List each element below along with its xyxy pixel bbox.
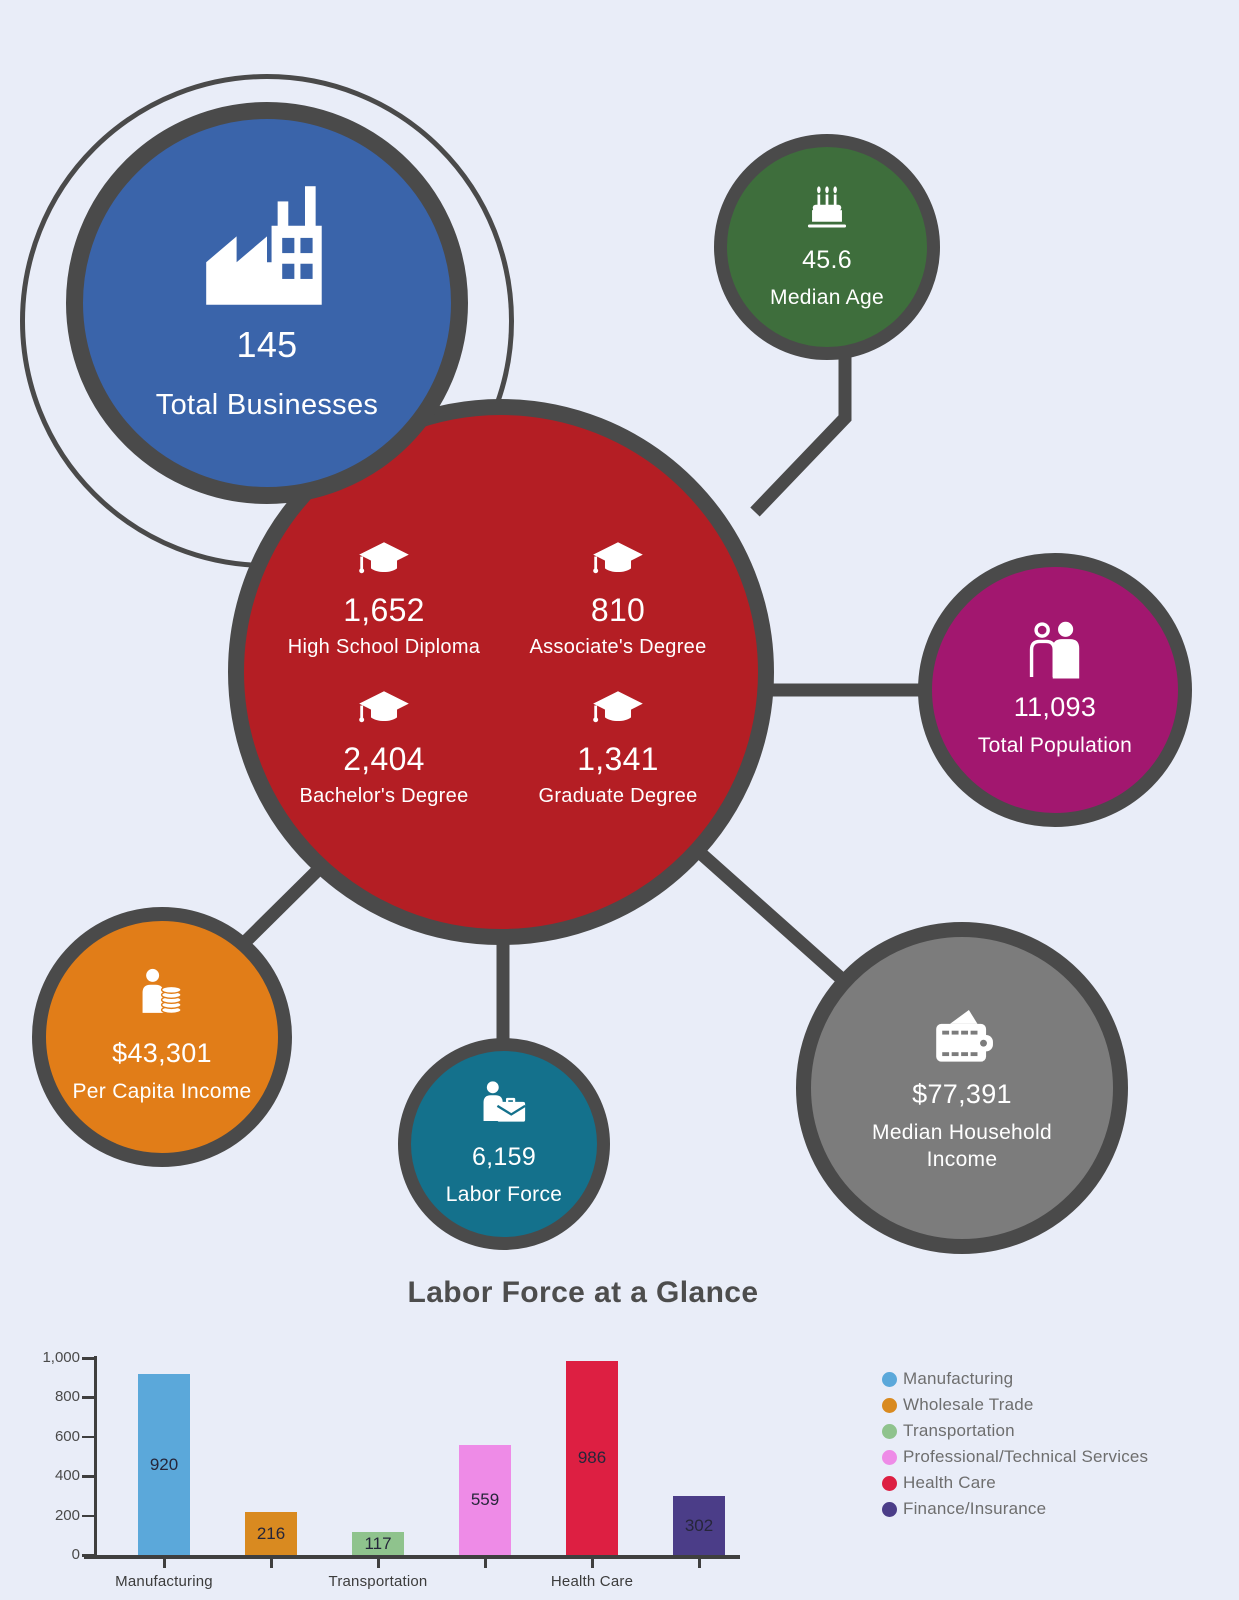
bachelor-label: Bachelor's Degree: [299, 784, 469, 807]
legend-item: Professional/Technical Services: [882, 1447, 1148, 1467]
per-capita-income-value: $43,301: [112, 1038, 212, 1069]
graduate-value: 1,341: [577, 741, 659, 777]
legend-item: Wholesale Trade: [882, 1395, 1148, 1415]
education-item-graduate: 1,341 Graduate Degree: [513, 690, 723, 809]
graduation-cap-icon: [593, 691, 643, 723]
legend-swatch: [882, 1475, 897, 1491]
labor-force-circle: 6,159 Labor Force: [398, 1038, 610, 1250]
connector-median-age: [750, 352, 852, 517]
legend-swatch: [882, 1423, 897, 1439]
factory-icon: [206, 185, 322, 305]
median-household-income-value: $77,391: [912, 1079, 1012, 1110]
median-age-circle: 45.6 Median Age: [714, 134, 940, 360]
education-grid: 1,652 High School Diploma 810 Associate'…: [279, 541, 723, 809]
total-businesses-value: 145: [236, 323, 298, 365]
person-briefcase-icon: [483, 1081, 526, 1122]
associate-value: 810: [590, 592, 646, 629]
legend-item: Finance/Insurance: [882, 1499, 1148, 1519]
birthday-cake-icon: [807, 186, 847, 228]
legend-label: Transportation: [903, 1421, 1015, 1440]
graduation-cap-icon: [359, 542, 409, 574]
total-population-label: Total Population: [977, 733, 1133, 757]
wallet-icon: [936, 1010, 993, 1062]
per-capita-income-circle: $43,301 Per Capita Income: [32, 907, 292, 1167]
legend-item: Transportation: [882, 1421, 1148, 1441]
associate-label: Associate's Degree: [529, 636, 707, 658]
education-item-high-school: 1,652 High School Diploma: [279, 541, 489, 660]
legend-item: Health Care: [882, 1473, 1148, 1493]
education-item-bachelor: 2,404 Bachelor's Degree: [279, 690, 489, 809]
connector-median-household-income: [683, 837, 867, 1002]
graduation-cap-icon: [359, 691, 409, 723]
person-coins-icon: [142, 969, 182, 1015]
median-household-income-circle: $77,391 Median Household Income: [796, 922, 1128, 1254]
legend-label: Professional/Technical Services: [903, 1447, 1149, 1466]
median-household-income-label: Median Household Income: [872, 1121, 1052, 1171]
high-school-value: 1,652: [343, 592, 425, 629]
graduate-label: Graduate Degree: [538, 784, 698, 807]
high-school-label: High School Diploma: [287, 636, 481, 658]
median-age-label: Median Age: [770, 285, 884, 309]
chart-title: Labor Force at a Glance: [407, 1276, 759, 1309]
legend-swatch: [882, 1501, 897, 1517]
total-businesses-circle: 145 Total Businesses: [66, 102, 468, 504]
connector-per-capita-income: [230, 853, 335, 957]
education-item-associate: 810 Associate's Degree: [513, 541, 723, 660]
median-age-value: 45.6: [802, 246, 852, 274]
legend-label: Manufacturing: [903, 1369, 1014, 1388]
legend-label: Finance/Insurance: [903, 1499, 1047, 1518]
total-businesses-label: Total Businesses: [155, 389, 379, 422]
legend-item: Manufacturing: [882, 1369, 1148, 1389]
legend-swatch: [882, 1449, 897, 1465]
total-population-value: 11,093: [1013, 691, 1097, 722]
people-icon: [1029, 621, 1080, 679]
labor-force-value: 6,159: [471, 1143, 537, 1171]
legend-label: Wholesale Trade: [903, 1395, 1034, 1414]
labor-force-label: Labor Force: [445, 1182, 563, 1206]
legend-swatch: [882, 1397, 897, 1413]
bachelor-value: 2,404: [343, 741, 425, 777]
legend-swatch: [882, 1371, 897, 1387]
total-population-circle: 11,093 Total Population: [918, 553, 1192, 827]
legend-label: Health Care: [903, 1473, 996, 1492]
graduation-cap-icon: [593, 542, 643, 574]
chart-legend: Manufacturing Wholesale Trade Transportati…: [882, 1369, 1148, 1519]
per-capita-income-label: Per Capita Income: [72, 1080, 252, 1104]
